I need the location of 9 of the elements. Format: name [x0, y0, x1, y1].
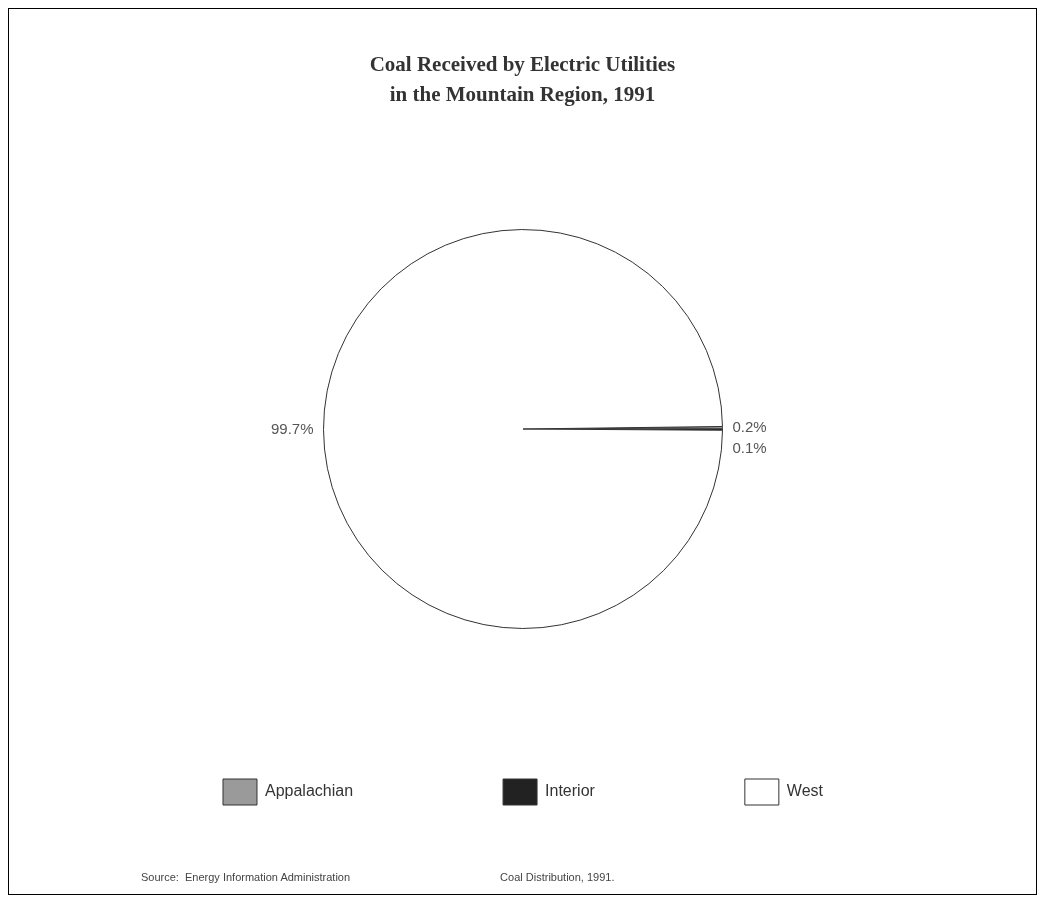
- source-note: Source: Energy Information Administration: [141, 871, 351, 883]
- legend-label: Interior: [544, 782, 596, 800]
- data-label: 99.7%: [270, 419, 313, 437]
- legend-label: Appalachian: [264, 782, 353, 800]
- text: Coal Distribution, 1991.: [500, 871, 615, 883]
- data-label: 0.2%: [732, 417, 767, 435]
- data-label: 0.1%: [732, 438, 767, 456]
- legend-label: West: [786, 782, 824, 800]
- chart-title: Coal Received by Electric Utilities in the Mountain Region, 1991: [368, 51, 677, 108]
